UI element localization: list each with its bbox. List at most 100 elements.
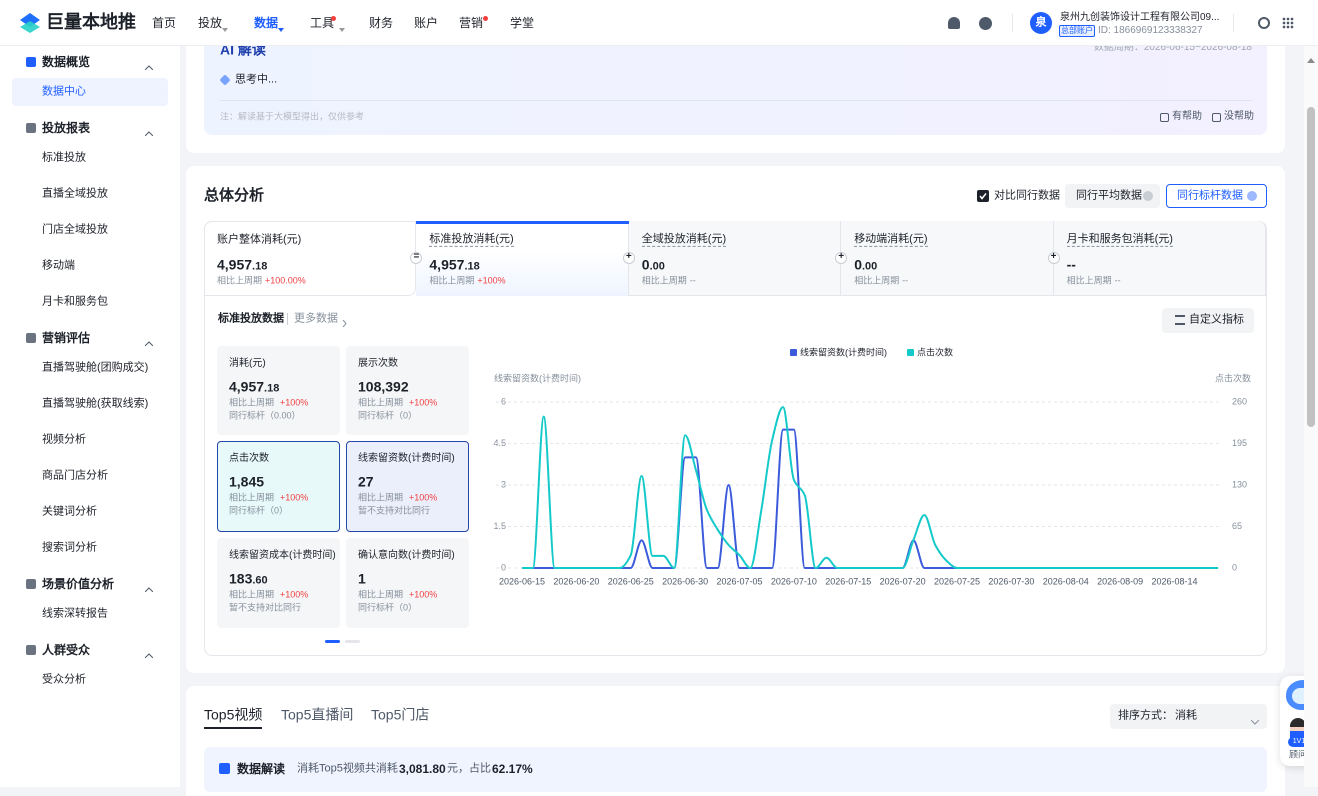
group-icon bbox=[26, 57, 36, 67]
sidebar-item[interactable]: 直播全域投放 bbox=[42, 187, 108, 200]
company-name[interactable]: 泉州九创装饰设计工程有限公司09... bbox=[1060, 12, 1220, 23]
card-compare-label: 相比上周期 bbox=[358, 492, 404, 503]
y-tick-label: 3 bbox=[501, 479, 506, 489]
sidebar-item[interactable]: 视频分析 bbox=[42, 433, 86, 446]
decimal: .18 bbox=[252, 260, 268, 273]
chevron bbox=[144, 125, 154, 137]
account-badge: 总部账户 bbox=[1061, 26, 1093, 36]
nav-item[interactable]: 工具 bbox=[310, 15, 335, 30]
sidebar-item[interactable]: 月卡和服务包 bbox=[42, 295, 108, 308]
sidebar-item[interactable]: 关键词分析 bbox=[42, 505, 97, 518]
logo-text[interactable]: 巨量本地推 bbox=[46, 12, 136, 33]
checkbox-label[interactable]: 对比同行数据 bbox=[994, 189, 1060, 202]
insight-title: 数据解读 bbox=[237, 761, 286, 776]
thumb-icon bbox=[1160, 113, 1169, 122]
x-tick-label: 2026-08-04 bbox=[1043, 576, 1089, 586]
sidebar-item[interactable]: 直播驾驶舱(团购成交) bbox=[42, 361, 149, 374]
custom-icon bbox=[1175, 315, 1185, 325]
tab-compare-label: 相比上周期 bbox=[1066, 275, 1112, 286]
sort-select[interactable] bbox=[1110, 704, 1267, 729]
tab-value: -- bbox=[1066, 256, 1076, 273]
card-value: 183.60 bbox=[229, 570, 268, 587]
section-title: 标准投放数据 bbox=[218, 312, 284, 325]
card-title: 展示次数 bbox=[358, 358, 398, 369]
nav-item[interactable]: 数据 bbox=[254, 15, 279, 30]
tab-compare-label: 相比上周期 bbox=[429, 275, 475, 286]
nav-item[interactable]: 投放 bbox=[198, 15, 223, 30]
tab-compare-label: 相比上周期 bbox=[217, 275, 263, 286]
chevron-up bbox=[144, 131, 154, 137]
y2-tick-label: 130 bbox=[1232, 479, 1247, 489]
sidebar-item[interactable]: 数据中心 bbox=[42, 85, 86, 98]
caret bbox=[339, 28, 345, 32]
top5-tab[interactable]: Top5视频 bbox=[204, 706, 263, 723]
sidebar-item[interactable]: 移动端 bbox=[42, 259, 75, 272]
metric-card[interactable] bbox=[346, 346, 469, 435]
x-tick-label: 2026-08-14 bbox=[1151, 576, 1197, 586]
sidebar-group[interactable]: 场景价值分析 bbox=[42, 576, 115, 591]
more-data[interactable]: 更多数据 bbox=[294, 312, 338, 325]
group-icon bbox=[26, 579, 36, 589]
sidebar-item[interactable]: 标准投放 bbox=[42, 151, 86, 164]
sidebar-item[interactable]: 商品门店分析 bbox=[42, 469, 108, 482]
ai-divider bbox=[220, 100, 1252, 101]
bell-icon[interactable] bbox=[948, 17, 960, 29]
card-title: 线索留资数(计费时间) bbox=[358, 453, 455, 464]
sidebar-group[interactable]: 投放报表 bbox=[42, 120, 91, 135]
custom-metrics-btn[interactable] bbox=[1162, 308, 1254, 333]
sidebar-item[interactable]: 门店全域投放 bbox=[42, 223, 108, 236]
checkbox[interactable] bbox=[977, 190, 989, 202]
divider bbox=[1012, 14, 1013, 32]
nav-item[interactable]: 财务 bbox=[369, 15, 394, 30]
badge-bg bbox=[1059, 25, 1095, 37]
metric-card[interactable] bbox=[217, 346, 340, 435]
y-tick-label: 6 bbox=[501, 396, 506, 406]
y2-tick-label: 195 bbox=[1232, 438, 1247, 448]
top5-tab[interactable]: Top5门店 bbox=[371, 706, 430, 723]
metric-tab[interactable] bbox=[1053, 221, 1266, 296]
sidebar-group[interactable]: 营销评估 bbox=[42, 330, 91, 345]
nav-item[interactable]: 首页 bbox=[152, 15, 177, 30]
settings-icon[interactable] bbox=[1258, 17, 1270, 29]
metric-card[interactable] bbox=[217, 538, 340, 628]
metric-card[interactable] bbox=[346, 538, 469, 628]
card-compare-label: 相比上周期 bbox=[358, 397, 404, 408]
nav-item[interactable]: 营销 bbox=[459, 15, 484, 30]
series-line bbox=[522, 428, 1218, 569]
metric-card[interactable] bbox=[346, 441, 469, 532]
metric-tab[interactable] bbox=[841, 221, 1054, 296]
sidebar-group[interactable]: 数据概览 bbox=[42, 54, 91, 69]
metric-tab[interactable] bbox=[204, 221, 417, 296]
card-title: 点击次数 bbox=[229, 453, 269, 464]
nav-item[interactable]: 账户 bbox=[414, 15, 439, 30]
metric-tab[interactable] bbox=[416, 221, 629, 296]
chevron bbox=[144, 581, 154, 593]
sidebar-group[interactable]: 人群受众 bbox=[42, 642, 91, 657]
unhelpful[interactable]: 没帮助 bbox=[1224, 111, 1254, 122]
card-change: +100% bbox=[280, 492, 309, 503]
metric-tab[interactable] bbox=[628, 221, 842, 296]
chevron-up bbox=[144, 587, 154, 593]
sidebar-item[interactable]: 搜索词分析 bbox=[42, 541, 97, 554]
x-tick-label: 2026-07-15 bbox=[825, 576, 871, 586]
top5-tab[interactable]: Top5直播间 bbox=[281, 706, 354, 723]
sidebar-item[interactable]: 受众分析 bbox=[42, 673, 86, 686]
sidebar-item[interactable]: 线索深转报告 bbox=[42, 607, 108, 620]
apps-icon[interactable] bbox=[1282, 17, 1294, 29]
legend-label: 点击次数 bbox=[917, 346, 953, 357]
tab-change: -- bbox=[902, 275, 909, 286]
card-peer: 同行标杆（0） bbox=[229, 505, 289, 516]
metric-card[interactable] bbox=[217, 441, 340, 532]
help-icon[interactable] bbox=[979, 17, 992, 30]
card-compare-label: 相比上周期 bbox=[358, 589, 404, 600]
helpful[interactable]: 有帮助 bbox=[1172, 111, 1202, 122]
group-icon bbox=[26, 645, 36, 655]
insight-unit: 元，占比 bbox=[447, 762, 491, 775]
x-tick-label: 2026-06-25 bbox=[608, 576, 654, 586]
card-value: 1,845 bbox=[229, 473, 265, 490]
sidebar-item[interactable]: 直播驾驶舱(获取线索) bbox=[42, 397, 149, 410]
tab-change: +100% bbox=[477, 275, 506, 286]
nav-item[interactable]: 学堂 bbox=[510, 15, 535, 30]
scrollbar-thumb[interactable] bbox=[1307, 107, 1315, 427]
tab-compare-label: 相比上周期 bbox=[641, 275, 687, 286]
